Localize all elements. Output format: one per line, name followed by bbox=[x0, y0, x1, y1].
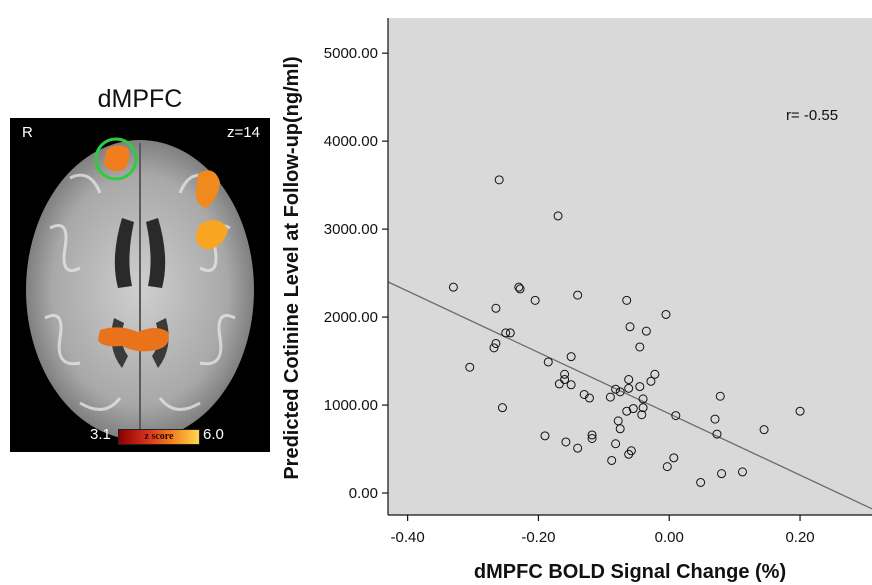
data-point bbox=[710, 414, 720, 424]
data-point bbox=[514, 282, 524, 292]
data-point bbox=[554, 379, 564, 389]
data-point bbox=[717, 469, 727, 479]
y-tick-label: 4000.00 bbox=[324, 133, 378, 150]
data-point bbox=[566, 352, 576, 362]
x-tick-label: -0.20 bbox=[521, 529, 555, 546]
activation-right-frontal bbox=[195, 170, 220, 208]
data-point bbox=[638, 403, 648, 413]
data-point bbox=[669, 453, 679, 463]
data-point bbox=[622, 406, 632, 416]
data-point bbox=[515, 284, 525, 294]
data-point bbox=[561, 437, 571, 447]
data-point bbox=[611, 439, 621, 449]
data-point bbox=[491, 338, 501, 348]
brain-slice-image bbox=[26, 137, 254, 440]
data-point bbox=[566, 380, 576, 390]
data-point bbox=[573, 290, 583, 300]
data-point bbox=[560, 369, 570, 379]
data-point bbox=[637, 410, 647, 420]
data-point bbox=[615, 387, 625, 397]
data-point bbox=[584, 393, 594, 403]
data-point bbox=[696, 477, 706, 487]
data-point bbox=[662, 462, 672, 472]
data-point bbox=[587, 430, 597, 440]
colorbar-label: z score bbox=[144, 431, 174, 442]
data-point bbox=[605, 392, 615, 402]
hemisphere-label: R bbox=[22, 124, 33, 141]
data-point bbox=[759, 425, 769, 435]
x-tick-label: 0.20 bbox=[785, 529, 814, 546]
data-point bbox=[491, 303, 501, 313]
slice-label: z=14 bbox=[227, 124, 260, 141]
data-point bbox=[628, 404, 638, 414]
data-point bbox=[497, 403, 507, 413]
data-point bbox=[465, 362, 475, 372]
data-point bbox=[635, 342, 645, 352]
activation-right-insula bbox=[195, 220, 228, 250]
colorbar-gradient: z score bbox=[118, 429, 200, 445]
data-point bbox=[641, 326, 651, 336]
y-tick-label: 5000.00 bbox=[324, 45, 378, 62]
data-point bbox=[712, 429, 722, 439]
data-point bbox=[448, 282, 458, 292]
plot-area bbox=[388, 18, 872, 515]
data-point bbox=[530, 295, 540, 305]
x-axis-title: dMPFC BOLD Signal Change (%) bbox=[474, 561, 786, 583]
data-point bbox=[553, 211, 563, 221]
activation-dmpfc bbox=[104, 145, 130, 172]
data-point bbox=[795, 406, 805, 416]
data-point bbox=[587, 433, 597, 443]
colorbar-min-label: 3.1 bbox=[90, 426, 111, 443]
data-point bbox=[494, 175, 504, 185]
data-point bbox=[505, 328, 515, 338]
data-point bbox=[607, 455, 617, 465]
data-point bbox=[671, 411, 681, 421]
data-point bbox=[622, 295, 632, 305]
brain-slice-panel: R z=14 3.1 z score 6.0 bbox=[10, 118, 270, 452]
colorbar: 3.1 z score 6.0 bbox=[10, 424, 270, 446]
data-point bbox=[737, 467, 747, 477]
data-point bbox=[715, 391, 725, 401]
y-tick-label: 3000.00 bbox=[324, 221, 378, 238]
data-point bbox=[611, 384, 621, 394]
regression-line bbox=[387, 281, 872, 510]
y-tick-label: 0.00 bbox=[349, 485, 378, 502]
data-point bbox=[624, 375, 634, 385]
data-point bbox=[573, 443, 583, 453]
data-point bbox=[646, 376, 656, 386]
activation-posterior-cingulate bbox=[98, 327, 169, 352]
data-point bbox=[624, 383, 634, 393]
x-tick-label: 0.00 bbox=[655, 529, 684, 546]
data-point bbox=[625, 322, 635, 332]
data-point bbox=[615, 424, 625, 434]
data-point bbox=[540, 431, 550, 441]
roi-circle bbox=[94, 137, 138, 181]
data-point bbox=[543, 357, 553, 367]
data-point bbox=[635, 382, 645, 392]
data-point bbox=[661, 309, 671, 319]
data-point bbox=[624, 449, 634, 459]
data-point bbox=[560, 375, 570, 385]
y-axis-title: Predicted Cotinine Level at Follow-up(ng… bbox=[281, 56, 303, 479]
colorbar-max-label: 6.0 bbox=[203, 426, 224, 443]
data-point bbox=[501, 328, 511, 338]
data-point bbox=[638, 394, 648, 404]
correlation-annotation: r= -0.55 bbox=[786, 107, 838, 124]
data-point bbox=[489, 343, 499, 353]
data-point bbox=[650, 369, 660, 379]
x-tick-label: -0.40 bbox=[391, 529, 425, 546]
y-tick-label: 1000.00 bbox=[324, 397, 378, 414]
brain-panel-title: dMPFC bbox=[97, 85, 183, 113]
y-tick-label: 2000.00 bbox=[324, 309, 378, 326]
